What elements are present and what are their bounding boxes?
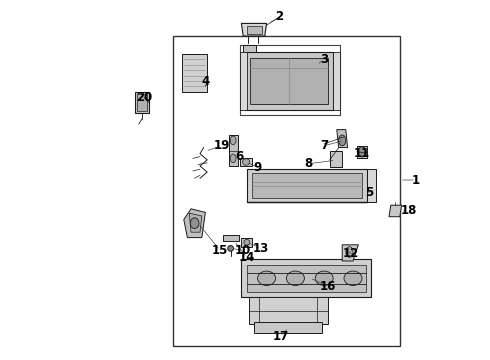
Text: 2: 2 — [275, 10, 283, 23]
Text: 19: 19 — [214, 139, 230, 152]
Bar — [254, 322, 322, 333]
Text: 13: 13 — [253, 242, 270, 255]
Text: 20: 20 — [136, 91, 152, 104]
Text: 3: 3 — [320, 53, 328, 66]
Text: 15: 15 — [212, 244, 228, 257]
Ellipse shape — [286, 271, 304, 285]
Polygon shape — [252, 173, 362, 198]
Text: 12: 12 — [343, 247, 359, 260]
Polygon shape — [242, 23, 267, 36]
Polygon shape — [333, 52, 341, 110]
Text: 8: 8 — [304, 157, 312, 170]
Polygon shape — [184, 209, 205, 238]
Ellipse shape — [315, 271, 333, 285]
Polygon shape — [240, 52, 247, 110]
Polygon shape — [337, 130, 347, 148]
Ellipse shape — [243, 159, 250, 165]
Bar — [135, 92, 149, 113]
Text: 18: 18 — [401, 204, 417, 217]
Polygon shape — [248, 297, 328, 324]
Polygon shape — [240, 158, 252, 166]
Polygon shape — [247, 169, 368, 202]
Polygon shape — [250, 58, 328, 104]
Ellipse shape — [230, 154, 236, 163]
Polygon shape — [243, 45, 256, 52]
Ellipse shape — [190, 218, 199, 229]
Ellipse shape — [228, 246, 233, 251]
Bar — [368, 169, 376, 202]
Ellipse shape — [244, 239, 250, 245]
Text: 5: 5 — [365, 186, 373, 199]
Polygon shape — [389, 205, 402, 217]
Text: 4: 4 — [201, 75, 210, 87]
Polygon shape — [245, 52, 333, 110]
Bar — [330, 151, 342, 167]
Ellipse shape — [346, 247, 353, 257]
Text: 16: 16 — [319, 280, 336, 293]
Ellipse shape — [230, 136, 236, 145]
Text: 10: 10 — [235, 244, 251, 257]
Ellipse shape — [344, 271, 362, 285]
Text: 17: 17 — [273, 330, 289, 343]
Text: 14: 14 — [239, 251, 255, 264]
Text: 11: 11 — [354, 147, 370, 159]
Text: 1: 1 — [412, 174, 420, 186]
Bar — [240, 45, 341, 115]
Polygon shape — [242, 259, 371, 297]
Polygon shape — [357, 146, 368, 158]
Bar — [173, 36, 400, 346]
Polygon shape — [229, 135, 238, 166]
Polygon shape — [342, 245, 358, 261]
Ellipse shape — [358, 147, 367, 157]
Bar — [242, 238, 252, 247]
Polygon shape — [189, 213, 202, 232]
Text: 9: 9 — [253, 161, 262, 174]
Text: 7: 7 — [320, 139, 328, 152]
Ellipse shape — [339, 135, 346, 146]
Bar — [182, 54, 207, 92]
Bar — [222, 235, 239, 241]
Text: 6: 6 — [236, 150, 244, 163]
Ellipse shape — [258, 271, 275, 285]
Bar — [247, 26, 262, 34]
Bar — [247, 265, 366, 292]
Bar — [137, 94, 147, 111]
